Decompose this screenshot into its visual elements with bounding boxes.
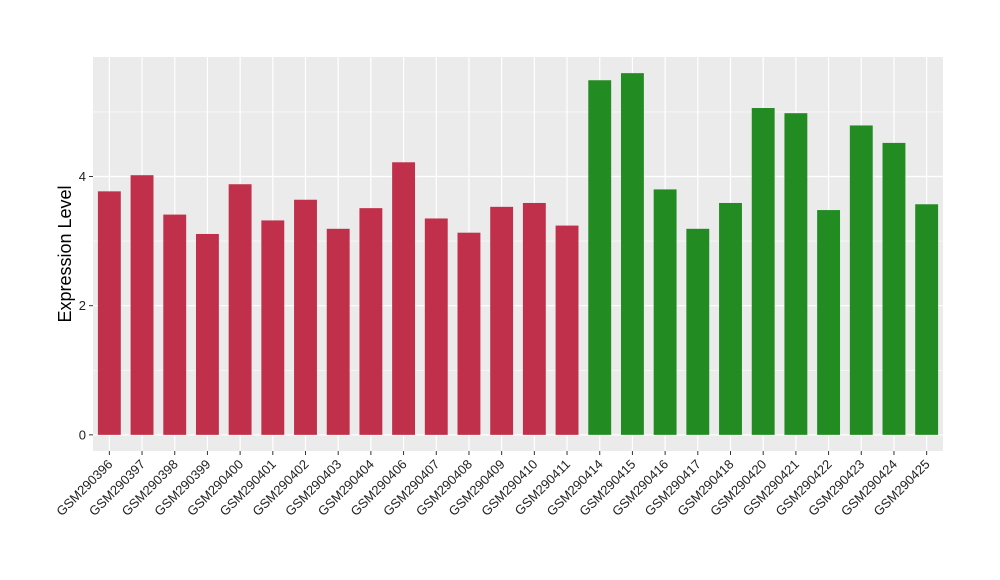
bar-GSM290410	[522, 202, 546, 435]
y-axis-title: Expression Level	[55, 185, 75, 322]
x-axis: GSM290396GSM290397GSM290398GSM290399GSM2…	[53, 451, 933, 519]
bar-GSM290423	[849, 125, 873, 435]
bar-GSM290409	[490, 206, 514, 435]
bar-GSM290417	[686, 228, 710, 435]
bar-GSM290414	[588, 80, 612, 435]
bars	[97, 73, 939, 435]
bar-GSM290424	[882, 142, 906, 435]
bar-GSM290404	[359, 208, 383, 435]
bar-GSM290416	[653, 189, 677, 435]
bar-GSM290408	[457, 232, 481, 435]
bar-GSM290401	[261, 220, 285, 435]
bar-GSM290407	[424, 218, 448, 435]
bar-GSM290397	[130, 175, 154, 435]
y-tick-label: 4	[79, 169, 86, 184]
bar-GSM290402	[294, 199, 317, 435]
bar-GSM290403	[326, 228, 350, 435]
bar-GSM290422	[817, 210, 841, 435]
bar-GSM290400	[228, 184, 252, 435]
bar-GSM290418	[719, 202, 742, 435]
y-tick-label: 2	[79, 298, 86, 313]
bar-GSM290420	[751, 108, 775, 435]
bar-GSM290396	[97, 191, 121, 435]
bar-GSM290406	[392, 162, 416, 435]
bar-GSM290399	[195, 233, 219, 435]
bar-GSM290398	[163, 214, 187, 435]
bar-GSM290425	[915, 204, 939, 435]
bar-GSM290411	[555, 225, 579, 435]
y-axis: 0 2 4	[79, 169, 93, 442]
y-tick-label: 0	[79, 427, 86, 442]
bar-GSM290421	[784, 113, 808, 435]
bar-GSM290415	[620, 73, 644, 435]
plot-panel	[93, 57, 943, 451]
